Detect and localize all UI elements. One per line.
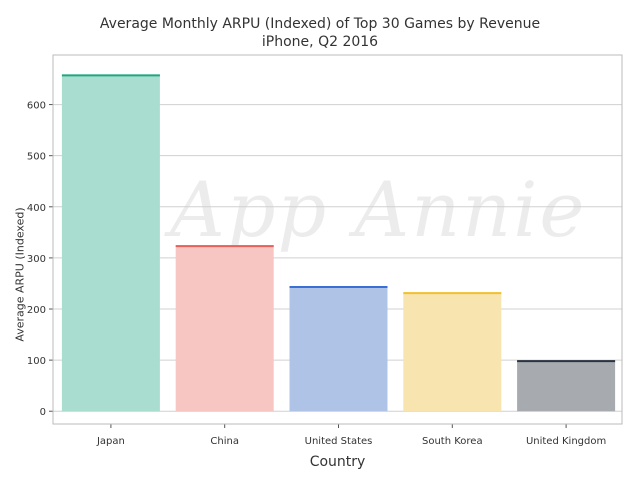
- x-tick-label: United States: [305, 436, 373, 447]
- watermark-logo: App Annie: [170, 165, 587, 254]
- x-tick-label: Japan: [96, 436, 125, 447]
- x-tick-label: China: [210, 436, 239, 447]
- y-tick-label: 500: [27, 152, 46, 163]
- bar-united-kingdom: [517, 360, 616, 412]
- bar-south-korea: [403, 292, 502, 412]
- chart-title: Average Monthly ARPU (Indexed) of Top 30…: [99, 16, 541, 32]
- plot-frame: [52, 54, 623, 425]
- x-axis-label: Country: [309, 454, 366, 470]
- chart-subtitle: iPhone, Q2 2016: [261, 34, 379, 50]
- y-tick-label: 600: [27, 101, 46, 112]
- bar-china: [175, 245, 274, 412]
- x-tick-label: United Kingdom: [526, 436, 606, 447]
- y-tick-label: 0: [40, 407, 46, 418]
- y-tick-label: 100: [27, 356, 46, 367]
- y-tick-label: 400: [27, 203, 46, 214]
- bar-united-states: [289, 286, 388, 412]
- bar-japan: [61, 74, 160, 412]
- y-tick-label: 300: [27, 254, 46, 265]
- x-tick-label: South Korea: [422, 436, 483, 447]
- y-axis-label: Average ARPU (Indexed): [13, 207, 27, 342]
- y-tick-label: 200: [27, 305, 46, 316]
